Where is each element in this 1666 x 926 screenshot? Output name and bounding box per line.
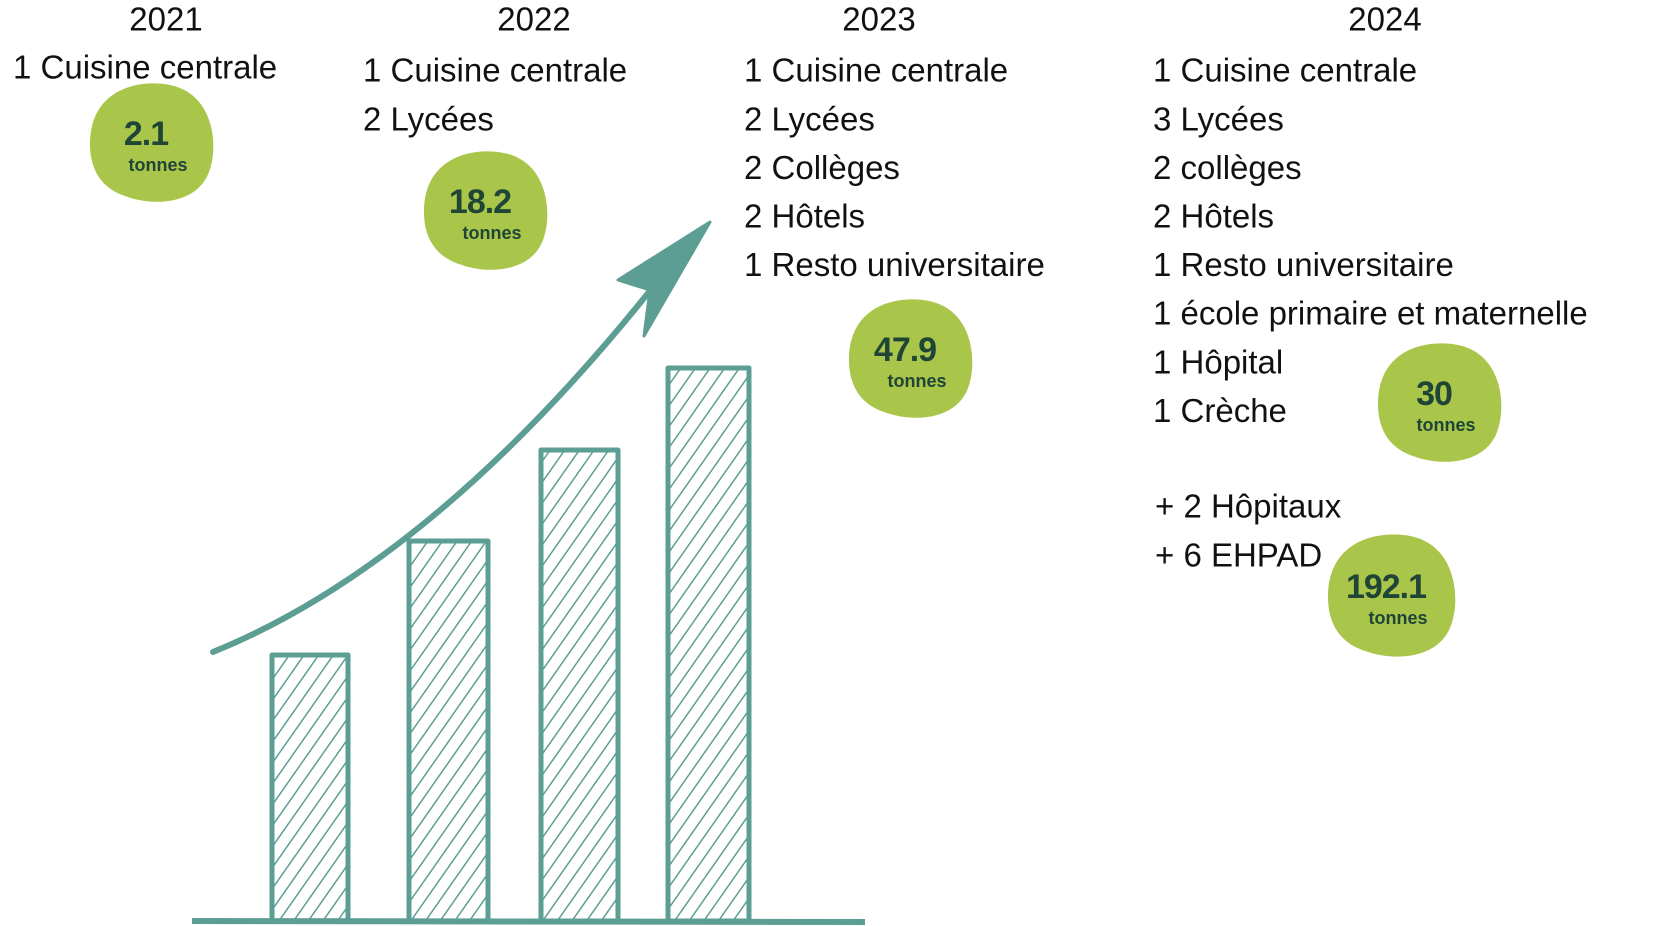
page: {"columns": [ {"year": "2021", "items": … — [0, 0, 1666, 926]
item: 1 Resto universitaire — [744, 246, 1045, 283]
item: 1 Cuisine centrale — [13, 49, 277, 86]
sketch-bar — [668, 368, 749, 921]
badge-value: 18.2 — [449, 183, 511, 221]
item: 1 Cuisine centrale — [363, 52, 627, 89]
badge-unit: tonnes — [1368, 608, 1427, 628]
badge-value: 192.1 — [1346, 568, 1426, 606]
ground-line — [192, 921, 865, 922]
badge-value: 47.9 — [874, 331, 936, 369]
badge-unit: tonnes — [1416, 415, 1475, 435]
item: 2 Collèges — [744, 149, 900, 186]
badge-value: 2.1 — [124, 115, 168, 153]
item: 1 Cuisine centrale — [1153, 52, 1417, 89]
badge-value: 30 — [1416, 375, 1452, 413]
year: 2022 — [497, 1, 570, 38]
sketch-bar — [409, 541, 488, 921]
addition: + 6 EHPAD — [1155, 536, 1322, 573]
item: 1 école primaire et maternelle — [1153, 295, 1588, 332]
bar-illustration — [192, 368, 865, 922]
item: 2 Lycées — [744, 100, 875, 137]
badge-unit: tonnes — [887, 371, 946, 391]
item: 1 Hôpital — [1153, 343, 1283, 380]
item: 1 Crèche — [1153, 392, 1287, 429]
badge-unit: tonnes — [462, 223, 521, 243]
badge-unit: tonnes — [128, 155, 187, 175]
item: 2 Hôtels — [1153, 198, 1274, 235]
infographic: 20211 Cuisine centrale2.1tonnes20221 Cui… — [0, 0, 1666, 926]
item: 1 Cuisine centrale — [744, 52, 1008, 89]
sketch-bar — [272, 655, 348, 921]
item: 2 Hôtels — [744, 198, 865, 235]
addition: + 2 Hôpitaux — [1155, 488, 1342, 525]
year: 2024 — [1348, 1, 1421, 38]
sketch-bar — [541, 450, 618, 921]
item: 2 collèges — [1153, 149, 1302, 186]
item: 1 Resto universitaire — [1153, 246, 1454, 283]
year: 2021 — [129, 1, 202, 38]
year: 2023 — [842, 1, 915, 38]
item: 3 Lycées — [1153, 100, 1284, 137]
item: 2 Lycées — [363, 100, 494, 137]
